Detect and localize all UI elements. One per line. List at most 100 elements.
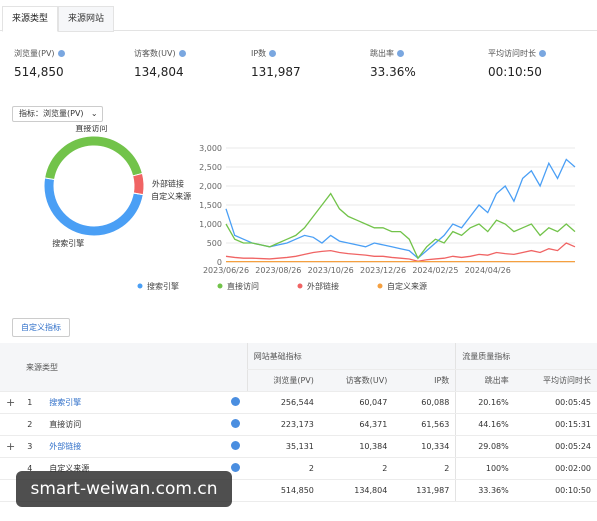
cell: 61,563 — [393, 413, 456, 436]
button-text: 自定义指标 — [21, 323, 61, 332]
cell: 10,334 — [393, 435, 456, 458]
column-header: 平均访问时长 — [514, 369, 597, 392]
y-tick-label: 500 — [207, 239, 222, 248]
metric-label-text: 访客数(UV) — [134, 49, 176, 58]
table-row: 2 直接访问 223,173 64,371 61,563 44.16% 00:15:31 — [0, 413, 597, 436]
help-icon — [57, 50, 65, 57]
y-tick-label: 1,500 — [199, 201, 222, 210]
cell: 100% — [455, 457, 515, 480]
source-name[interactable]: 外部链接 — [43, 435, 226, 458]
legend-label: 外部链接 — [307, 281, 339, 291]
tab-bar-line — [0, 30, 597, 31]
legend-swatch — [297, 283, 303, 289]
source-name: 直接访问 — [43, 413, 226, 436]
metric-label: 跳出率 — [370, 48, 416, 59]
cell: 44.16% — [455, 413, 515, 436]
metric-value: 514,850 — [14, 65, 64, 79]
group-header: 流量质量指标 — [455, 343, 597, 370]
watermark: smart-weiwan.com.cn — [16, 471, 232, 507]
metric-label: IP数 — [251, 48, 301, 59]
table-row: +3 外部链接 35,131 10,384 10,334 29.08% 00:05:24 — [0, 435, 597, 458]
metric-value: 00:10:50 — [488, 65, 542, 79]
tab[interactable]: 来源类型 — [2, 6, 59, 32]
legend-label: 直接访问 — [227, 281, 259, 291]
cell: 35,131 — [247, 435, 320, 458]
expand-toggle[interactable]: + — [0, 435, 22, 458]
metric-selector[interactable]: 指标：浏览量(PV) ⌄ — [12, 106, 103, 122]
row-icon — [231, 463, 241, 472]
custom-metric-button[interactable]: 自定义指标 — [12, 318, 70, 337]
donut-slice — [44, 135, 144, 181]
x-tick-label: 2024/04/26 — [465, 266, 511, 275]
cell: 00:15:31 — [514, 413, 597, 436]
cell: 2 — [319, 457, 394, 480]
legend-label: 自定义来源 — [387, 281, 427, 291]
donut-label: 搜索引擎 — [52, 238, 84, 248]
metric-label-text: 平均访问时长 — [488, 49, 536, 58]
metric-label-text: 跳出率 — [370, 49, 394, 58]
cell: 64,371 — [319, 413, 394, 436]
icon-cell — [225, 391, 248, 414]
table-row: +1 搜索引擎 256,544 60,047 60,088 20.16% 00:05:45 — [0, 391, 597, 414]
x-tick-label: 2023/06/26 — [203, 266, 249, 275]
total-cell: 514,850 — [247, 479, 320, 502]
cell: 60,047 — [319, 391, 394, 414]
cell: 00:05:24 — [514, 435, 597, 458]
line-series — [225, 158, 576, 260]
y-tick-label: 0 — [217, 258, 222, 267]
cell: 223,173 — [247, 413, 320, 436]
source-name[interactable]: 搜索引擎 — [43, 391, 226, 414]
donut-slice — [132, 172, 145, 196]
cell: 2 — [247, 457, 320, 480]
row-index: 2 — [21, 413, 44, 436]
group-header-row: 来源类型 网站基础指标 流量质量指标 — [0, 343, 597, 392]
metric-value: 131,987 — [251, 65, 301, 79]
column-header: IP数 — [393, 369, 456, 392]
y-tick-label: 3,000 — [199, 144, 222, 153]
metric-label: 浏览量(PV) — [14, 48, 65, 59]
row-index: 1 — [21, 391, 44, 414]
legend-label: 搜索引擎 — [147, 281, 179, 291]
legend-swatch — [377, 283, 383, 289]
x-tick-label: 2023/10/26 — [308, 266, 354, 275]
metric-value: 134,804 — [134, 65, 184, 79]
tab[interactable]: 来源网站 — [58, 6, 115, 32]
donut-slice — [132, 192, 145, 196]
help-icon — [269, 50, 277, 57]
metric: 跳出率 33.36% — [370, 48, 416, 79]
total-cell: 131,987 — [393, 479, 456, 502]
cell: 00:05:45 — [514, 391, 597, 414]
cell: 20.16% — [455, 391, 515, 414]
x-tick-label: 2023/08/26 — [255, 266, 301, 275]
y-tick-label: 1,000 — [199, 220, 222, 229]
metric-label-text: 浏览量(PV) — [14, 49, 55, 58]
help-icon — [397, 50, 404, 57]
metric-value: 33.36% — [370, 65, 416, 79]
x-tick-label: 2023/12/26 — [360, 266, 406, 275]
total-cell: 33.36% — [455, 479, 515, 502]
column-header: 浏览量(PV) — [246, 369, 320, 392]
donut-label: 直接访问 — [75, 125, 107, 133]
total-cell: 134,804 — [319, 479, 394, 502]
row-index: 3 — [21, 435, 44, 458]
expand-toggle — [0, 413, 22, 436]
column-header-row: 浏览量(PV) 访客数(UV) IP数 跳出率 平均访问时长 — [0, 369, 597, 392]
total-cell: 00:10:50 — [514, 479, 597, 502]
donut-label: 自定义来源 — [151, 191, 191, 201]
y-tick-label: 2,000 — [199, 182, 222, 191]
icon-cell — [225, 435, 248, 458]
x-tick-label: 2024/02/25 — [412, 266, 458, 275]
expand-toggle[interactable]: + — [0, 391, 22, 414]
icon-cell — [225, 413, 248, 436]
data-table: 来源类型 网站基础指标 流量质量指标 浏览量(PV) 访客数(UV) IP数 跳出率 平均访问… — [0, 343, 597, 502]
row-icon — [231, 419, 241, 428]
expand-toggle — [0, 457, 22, 480]
row-icon — [231, 441, 241, 450]
donut-label: 外部链接 — [152, 179, 184, 189]
selector-text: 指标：浏览量(PV) — [19, 109, 84, 118]
metric: 平均访问时长 00:10:50 — [488, 48, 546, 79]
y-tick-label: 2,500 — [199, 163, 222, 172]
line-series — [225, 192, 576, 260]
column-header: 访客数(UV) — [319, 369, 394, 392]
